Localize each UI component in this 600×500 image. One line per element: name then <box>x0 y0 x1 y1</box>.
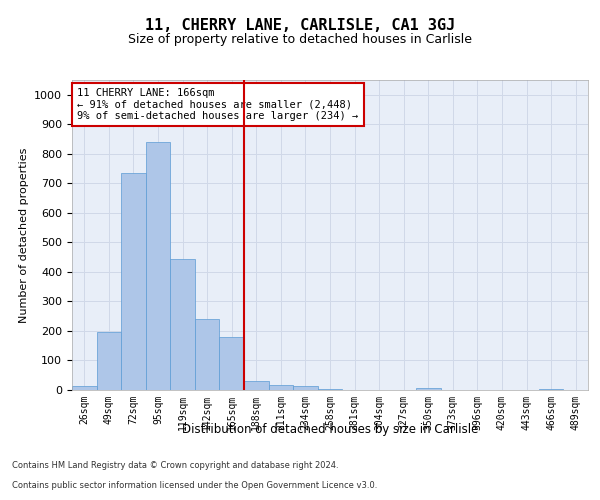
Text: 11, CHERRY LANE, CARLISLE, CA1 3GJ: 11, CHERRY LANE, CARLISLE, CA1 3GJ <box>145 18 455 32</box>
Text: Contains public sector information licensed under the Open Government Licence v3: Contains public sector information licen… <box>12 481 377 490</box>
Bar <box>539 388 563 390</box>
Bar <box>293 386 318 390</box>
Bar <box>244 381 269 390</box>
Text: Size of property relative to detached houses in Carlisle: Size of property relative to detached ho… <box>128 32 472 46</box>
Bar <box>220 338 244 390</box>
Bar <box>170 258 195 390</box>
Bar <box>269 385 293 390</box>
Text: Contains HM Land Registry data © Crown copyright and database right 2024.: Contains HM Land Registry data © Crown c… <box>12 461 338 470</box>
Bar <box>146 142 170 390</box>
Text: 11 CHERRY LANE: 166sqm
← 91% of detached houses are smaller (2,448)
9% of semi-d: 11 CHERRY LANE: 166sqm ← 91% of detached… <box>77 88 358 121</box>
Bar <box>121 173 146 390</box>
Bar <box>97 332 121 390</box>
Bar <box>318 388 342 390</box>
Text: Distribution of detached houses by size in Carlisle: Distribution of detached houses by size … <box>182 422 478 436</box>
Bar <box>72 386 97 390</box>
Bar <box>195 319 220 390</box>
Bar <box>416 388 440 390</box>
Y-axis label: Number of detached properties: Number of detached properties <box>19 148 29 322</box>
